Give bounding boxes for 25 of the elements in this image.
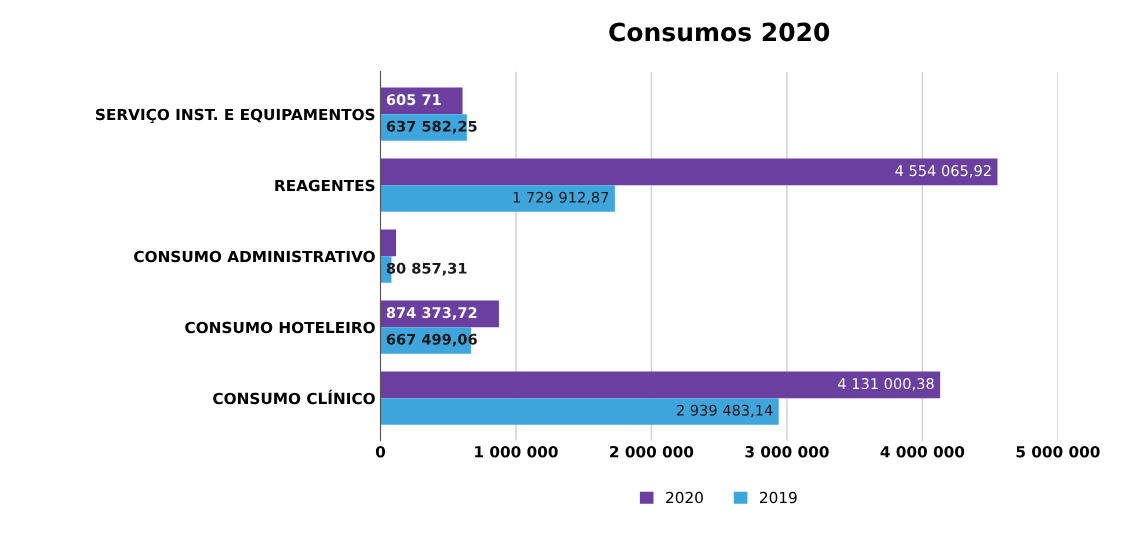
legend-label: 2020 bbox=[666, 491, 703, 504]
data-label: 1 729 912,87 bbox=[513, 191, 609, 205]
y-tick-label: SERVIÇO INST. E EQUIPAMENTOS bbox=[96, 108, 375, 124]
y-tick-label: CONSUMO HOTELEIRO bbox=[185, 321, 375, 334]
x-tick-label: 2 000 000 bbox=[610, 445, 694, 458]
x-tick-label: 1 000 000 bbox=[475, 445, 558, 458]
data-label: 4 131 000,38 bbox=[838, 378, 934, 391]
x-tick-label: 5 000 000 bbox=[1016, 445, 1100, 458]
bar bbox=[380, 398, 779, 425]
y-tick-label: CONSUMO ADMINISTRATIVO bbox=[134, 250, 375, 263]
annotation: 605 71 bbox=[386, 94, 441, 106]
bar bbox=[380, 158, 998, 186]
data-label: 2 939 483,14 bbox=[676, 404, 773, 418]
y-tick-label: CONSUMO CLÍNICO bbox=[213, 389, 375, 405]
x-tick-label: 4 000 000 bbox=[880, 445, 965, 458]
data-label: 874 373,72 bbox=[386, 307, 477, 320]
x-tick-label: 0 bbox=[375, 445, 386, 458]
chart-title: Consumos 2020 bbox=[609, 22, 830, 42]
bar bbox=[380, 185, 615, 212]
bar bbox=[380, 371, 941, 399]
data-label: 4 554 065,92 bbox=[895, 165, 991, 178]
y-tick-label: REAGENTES bbox=[275, 179, 375, 192]
x-tick-label: 3 000 000 bbox=[745, 445, 829, 458]
legend-label: 2019 bbox=[760, 491, 797, 504]
bar bbox=[380, 229, 397, 257]
